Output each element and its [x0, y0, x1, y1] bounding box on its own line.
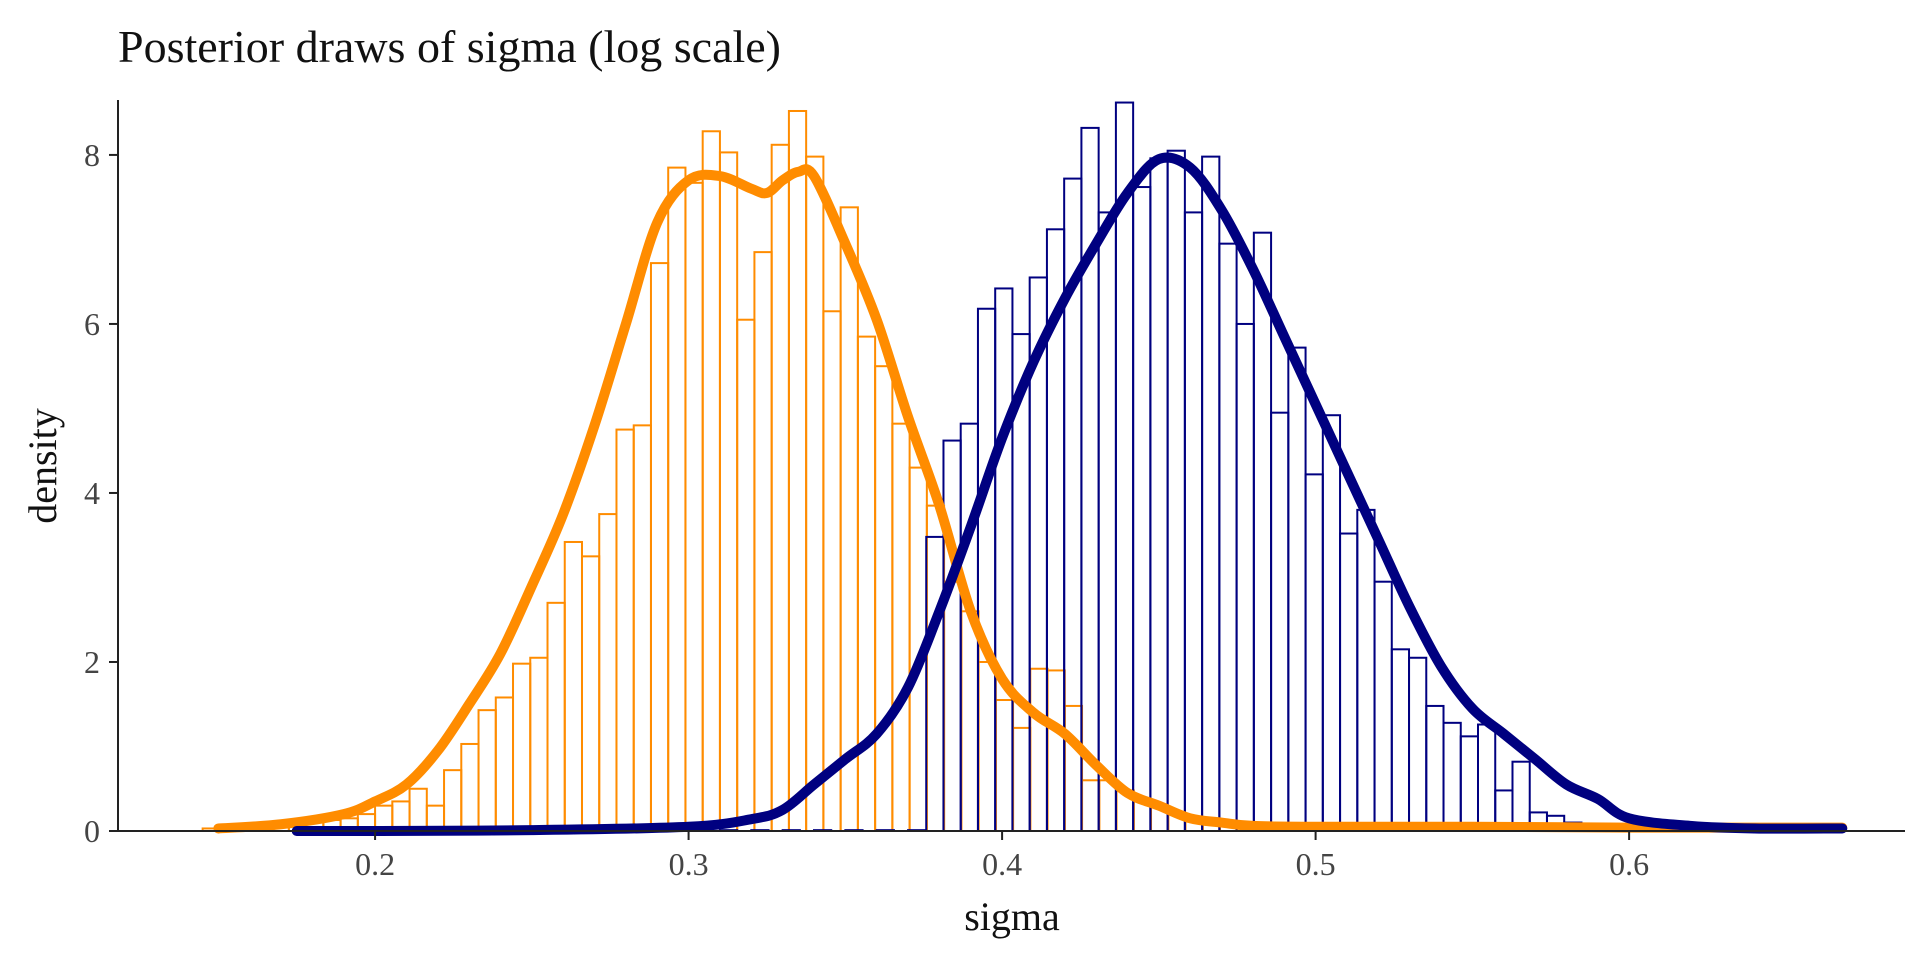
histogram-bar: [787, 109, 808, 833]
histogram-bar: [839, 206, 859, 832]
histogram-bar: [1012, 726, 1032, 833]
histogram-bar: [943, 580, 963, 833]
histogram-bar: [1425, 704, 1445, 832]
histogram-bar: [667, 166, 687, 833]
histogram-bar: [856, 335, 877, 832]
histogram-bar: [615, 428, 635, 832]
y-tick-label: 6: [84, 306, 100, 342]
histogram-bar: [1408, 656, 1428, 833]
histogram-bar: [718, 151, 739, 832]
histogram-bar: [1390, 648, 1411, 832]
histogram-bar: [512, 662, 532, 832]
x-tick-label: 0.6: [1609, 846, 1649, 882]
histogram-bar: [1132, 186, 1152, 833]
histogram-bar: [891, 422, 911, 832]
histogram-bar: [1097, 211, 1117, 832]
histogram-bar: [1321, 414, 1342, 832]
histogram-bar: [1149, 157, 1169, 832]
histogram-bar: [1356, 508, 1376, 832]
y-tick-label: 4: [84, 475, 100, 511]
histogram-bar: [494, 696, 515, 832]
histogram-bar: [822, 310, 842, 832]
y-tick-label: 8: [84, 137, 100, 173]
histogram-bar: [408, 787, 428, 832]
x-axis-label: sigma: [964, 894, 1060, 939]
histogram-bar: [925, 504, 946, 832]
histogram-bar: [1029, 667, 1049, 832]
histogram-bar: [1252, 231, 1273, 832]
chart-title: Posterior draws of sigma (log scale): [118, 21, 781, 72]
histogram-bar: [925, 535, 945, 832]
histogram-bar: [1270, 411, 1290, 832]
histogram-bar: [546, 601, 566, 833]
histogram-bar: [1166, 149, 1186, 832]
histogram-bar: [1287, 346, 1307, 832]
histogram-bar: [632, 424, 652, 832]
histogram-bar: [649, 262, 670, 833]
y-axis-ticks: 0 2 4 6 8: [84, 137, 118, 849]
histogram-bar: [1442, 721, 1462, 833]
histogram-bar: [1459, 735, 1480, 832]
histogram-bar: [994, 287, 1014, 832]
histogram-bar: [460, 742, 480, 833]
histogram-bar: [1081, 779, 1101, 832]
histogram-bar: [1201, 155, 1221, 832]
histogram-bar: [977, 660, 997, 832]
density-curves: [213, 152, 1848, 837]
histogram-bar: [976, 307, 997, 832]
histogram-bar: [1511, 760, 1531, 833]
histogram-bar: [1080, 126, 1100, 832]
y-axis-label: density: [20, 408, 65, 524]
histogram-bar: [1373, 580, 1393, 833]
histogram-bar: [874, 365, 894, 832]
histogram-bar: [684, 181, 704, 832]
histogram-bar: [529, 656, 549, 833]
x-tick-label: 0.5: [1296, 846, 1336, 882]
x-axis-ticks: 0.2 0.3 0.4 0.5 0.6: [355, 831, 1649, 882]
x-tick-label: 0.3: [669, 846, 709, 882]
histograms: [201, 101, 1842, 833]
histogram-bar: [1339, 532, 1359, 833]
histogram-bar: [960, 610, 980, 833]
density-curve-0: [213, 164, 1848, 834]
histogram-bar: [563, 540, 583, 832]
histogram-bar: [598, 513, 618, 833]
histogram-bar: [477, 709, 497, 833]
histogram-bar: [701, 130, 721, 832]
histogram-bar: [805, 155, 825, 832]
histogram-bar: [942, 439, 962, 832]
histogram-bar: [770, 143, 790, 833]
x-tick-label: 0.2: [355, 846, 395, 882]
histogram-bar: [1046, 669, 1066, 832]
histogram-bar: [1235, 322, 1255, 832]
histogram-bar: [1063, 704, 1084, 832]
y-tick-label: 2: [84, 644, 100, 680]
histogram-bar: [736, 318, 756, 832]
y-tick-label: 0: [84, 813, 100, 849]
histogram-bar: [994, 699, 1015, 833]
histogram-bar: [580, 555, 601, 832]
histogram-bar: [1183, 211, 1204, 832]
histogram-bar: [753, 251, 773, 832]
histogram-bar: [1218, 242, 1238, 833]
density-curve-1: [291, 152, 1848, 837]
plot-area: [201, 101, 1848, 837]
histogram-bar: [443, 769, 463, 833]
histogram-bar: [1477, 723, 1497, 833]
histogram-series-0: [201, 109, 1842, 833]
x-tick-label: 0.4: [982, 846, 1022, 882]
histogram-bar: [1304, 473, 1324, 832]
